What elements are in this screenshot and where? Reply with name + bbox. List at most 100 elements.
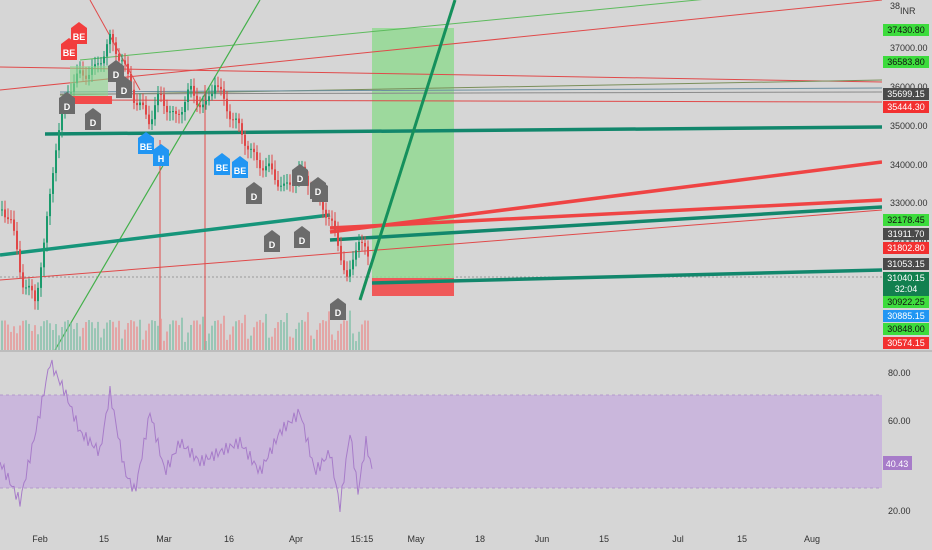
candle-body [157,94,159,106]
pane-separator[interactable] [0,350,932,352]
signal-marker-label: D [64,102,71,112]
signal-marker-label: D [297,174,304,184]
candle-body [349,269,351,277]
candle-body [139,102,141,106]
signal-marker-label: BE [63,48,76,58]
signal-marker[interactable]: BE [71,22,87,44]
volume-bar [250,335,252,350]
volume-bar [364,320,366,350]
candle-body [214,85,216,94]
volume-bar [91,322,93,350]
volume-bar [13,326,15,350]
volume-bar [46,320,48,350]
candle-body [280,185,282,187]
range-highlight [70,66,108,96]
volume-bar [331,334,333,350]
volume-bar [160,318,162,350]
price-badge-bg [883,337,929,349]
signal-marker-shape [246,182,262,204]
signal-marker[interactable]: D [310,177,326,199]
price-badges[interactable]: 37430.80 36583.80 35699.15 35444.30 32178.45… [883,24,929,349]
signal-marker[interactable]: D [59,92,75,114]
volume-bar [31,330,33,350]
price-badge-countdown: 32:04 [895,284,918,294]
long-position-target-zone[interactable] [372,28,454,278]
signal-marker-label: BE [216,163,229,173]
volume-bar [112,321,114,350]
candle-body [169,111,171,113]
time-label: 15:15 [351,534,374,544]
candle-body [334,220,336,231]
range-stop [68,96,112,104]
candle-body [277,180,279,187]
price-badge: 32178.45 [883,214,929,226]
signal-marker[interactable]: D [108,60,124,82]
volume-bar [334,339,336,350]
volume-bar [262,322,264,350]
volume-bar [259,320,261,350]
volume-bar [235,321,237,350]
candle-body [166,105,168,113]
volume-bar [70,322,72,350]
candle-body [205,101,207,105]
signal-marker[interactable]: D [330,298,346,320]
candle-body [94,64,96,68]
volume-bar [241,323,243,350]
volume-bar [67,320,69,350]
candle-body [253,148,255,153]
volume-bar [22,320,24,350]
volume-bar [232,326,234,350]
signal-marker[interactable]: D [292,164,308,186]
volume-bar [361,324,363,350]
rsi-tick-label: 20.00 [888,506,911,516]
volume-bar [307,312,309,350]
price-badge: 35444.30 [883,101,929,113]
volume-bar [100,337,102,350]
signal-markers[interactable]: BEBEDDDDBEHBEBEDDDDDDD [59,22,346,320]
volume-bar [247,338,249,350]
candle-body [229,111,231,120]
price-badge-label: 31802.80 [887,243,925,253]
signal-marker-shape [138,132,154,154]
rsi-line [0,359,373,512]
signal-marker[interactable]: BE [138,132,154,154]
rsi-panel[interactable]: 80.00 60.00 20.00 40.43 [0,352,932,525]
signal-marker-shape [310,177,326,199]
signal-marker[interactable]: D [85,108,101,130]
candle-body [337,230,339,246]
volume-bar [88,320,90,350]
time-axis[interactable]: Feb 15 Mar 16 Apr 15:15 May 18 Jun 15 Jul 15 Aug [0,527,932,550]
price-badge: 30922.25 [883,296,929,308]
candle-body [10,219,12,221]
signal-marker[interactable]: BE [61,38,77,60]
candle-body [109,34,111,45]
volume-bar [64,321,66,350]
signal-marker-label: D [299,236,306,246]
price-badge-bg [883,296,929,308]
volume-bar [211,325,213,350]
volume-bar [25,320,27,350]
candle-body [202,104,204,108]
price-badge-bg [883,258,929,270]
signal-marker[interactable]: D [264,230,280,252]
signal-marker[interactable]: D [116,76,132,98]
candle-body [352,259,354,270]
volume-bar [130,320,132,350]
rsi-axis-ticks: 80.00 60.00 20.00 [888,368,911,516]
volume-bar [349,310,351,350]
candle-body [124,60,126,64]
signal-marker[interactable]: BE [232,156,248,178]
signal-marker[interactable]: BE [214,153,230,175]
signal-marker-shape [85,108,101,130]
signal-marker[interactable]: D [294,226,310,248]
price-badge-label: 30885.15 [887,311,925,321]
signal-marker[interactable]: D [246,182,262,204]
time-label: Apr [289,534,303,544]
price-chart[interactable]: BEBEDDDDBEHBEBEDDDDDDD 3837000.0036000.0… [0,0,932,350]
signal-marker[interactable]: H [153,144,169,166]
time-label: Feb [32,534,48,544]
candle-body [46,216,48,243]
time-label: Mar [156,534,172,544]
candle-body [364,242,366,247]
volume-bar [301,320,303,350]
